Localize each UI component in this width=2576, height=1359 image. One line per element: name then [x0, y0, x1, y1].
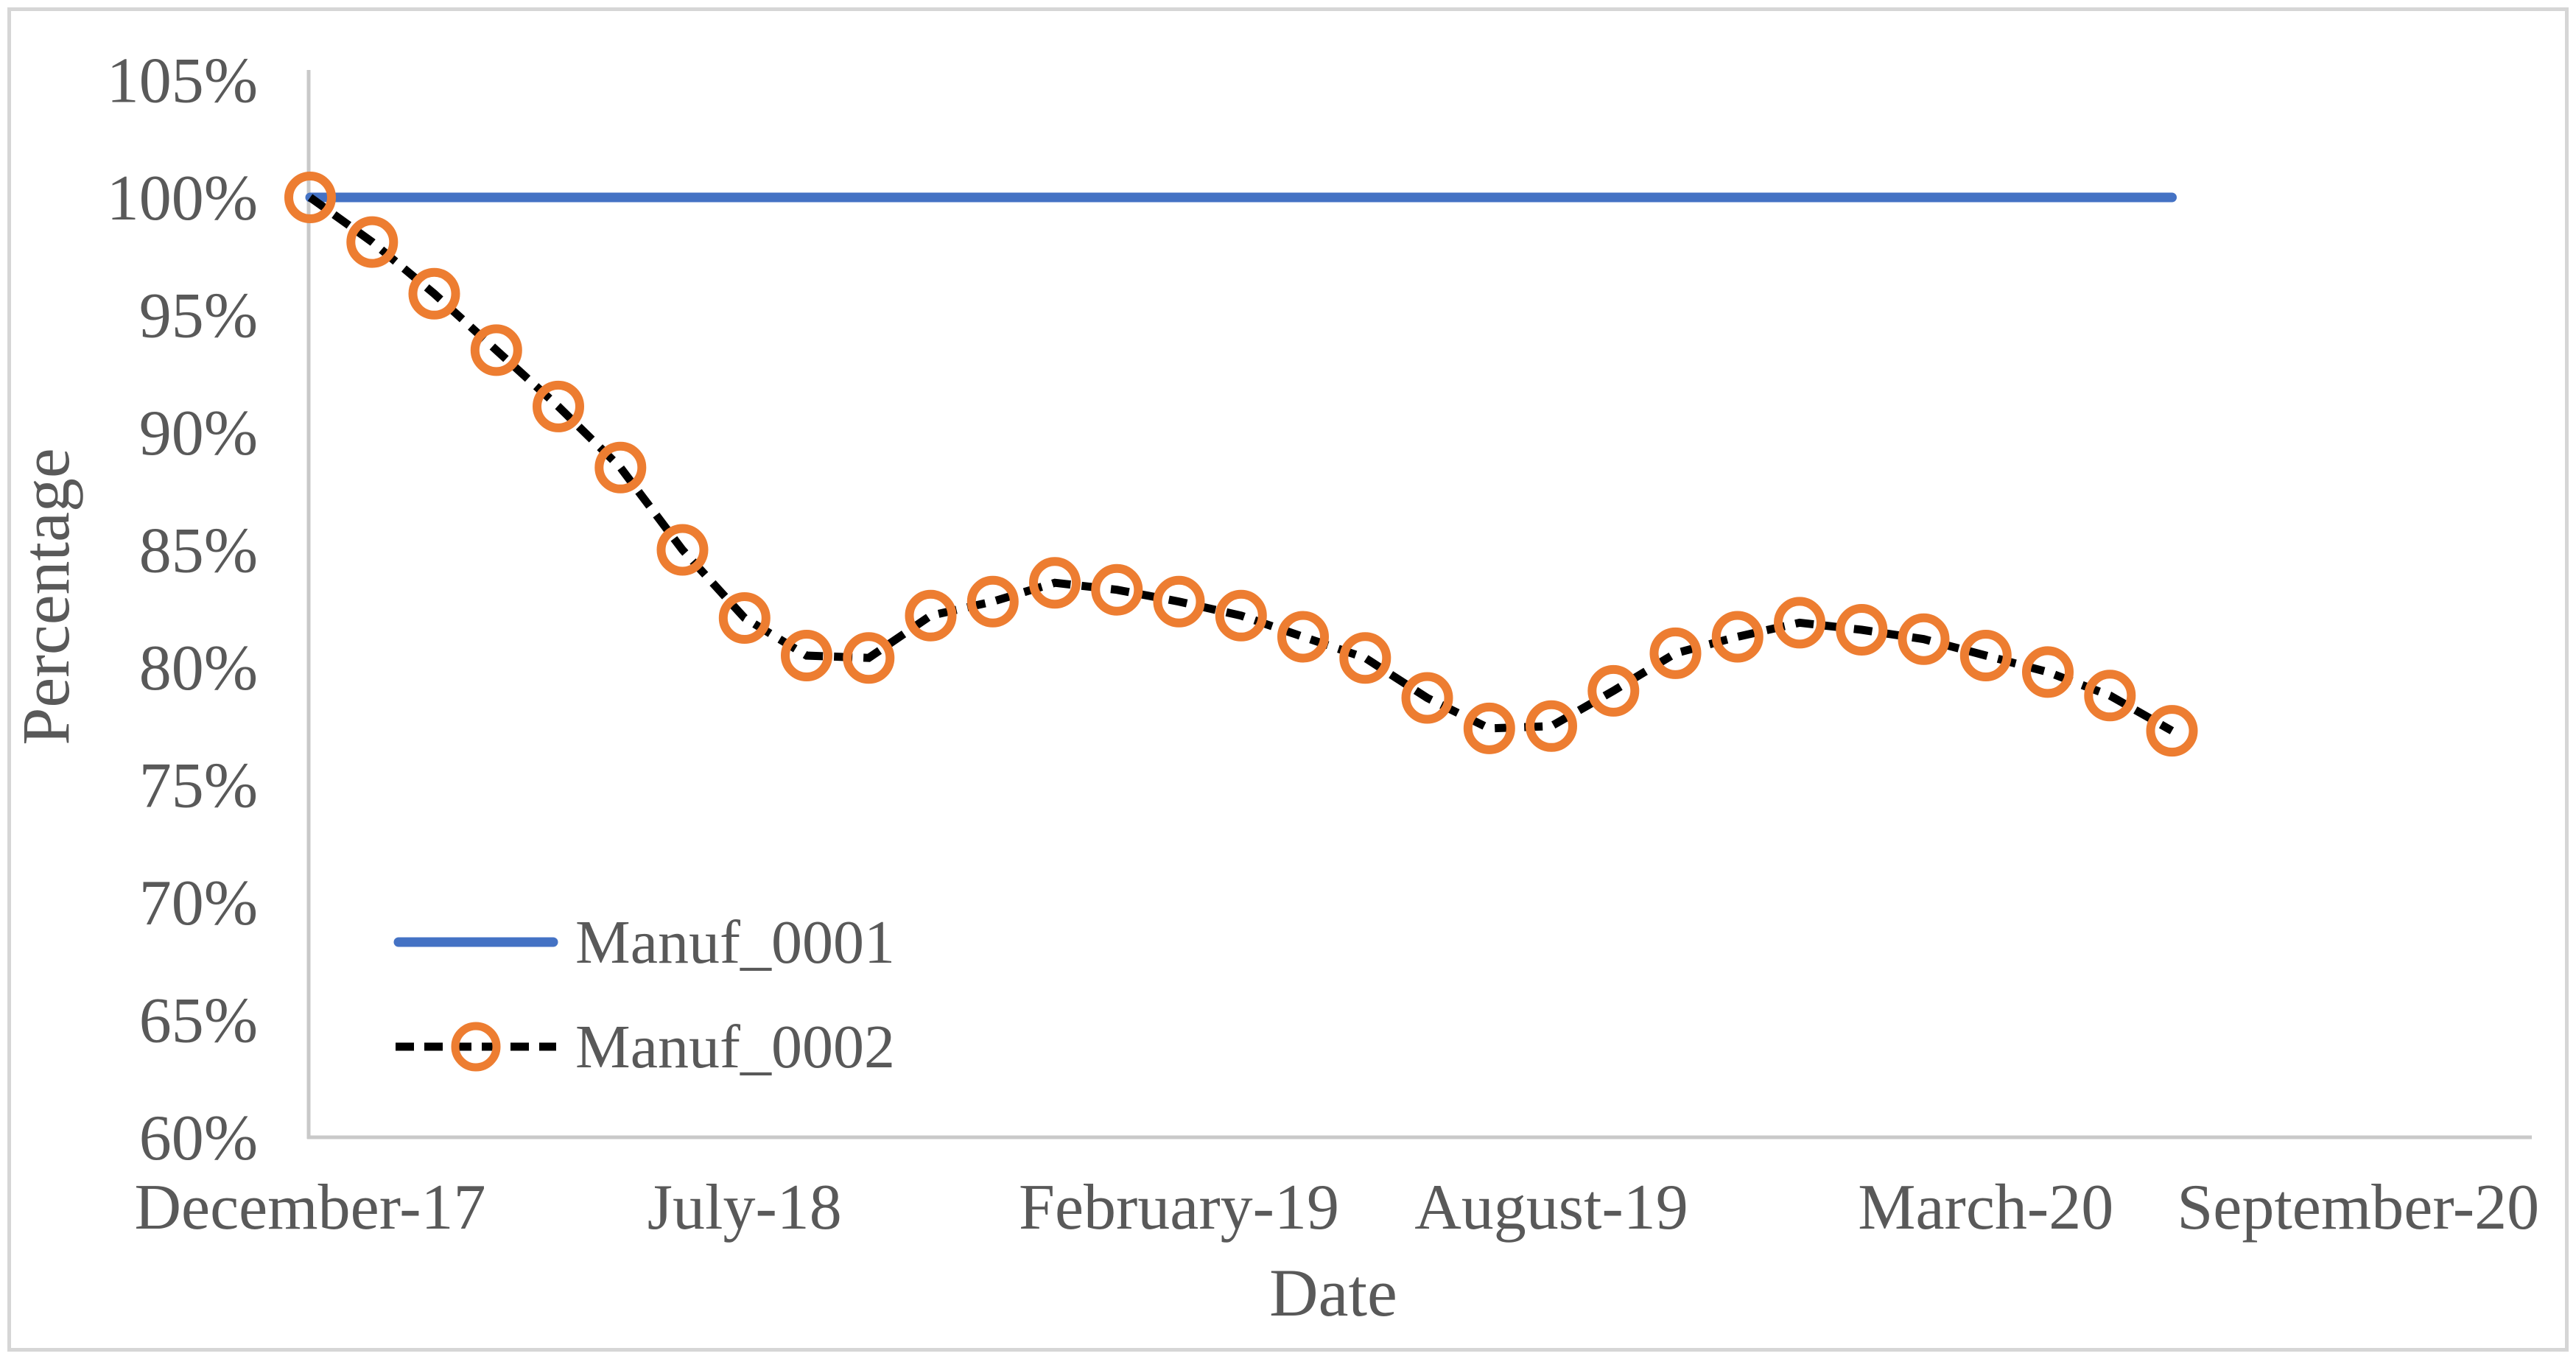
x-tick-label: December-17 [134, 1172, 485, 1243]
y-tick-label: 75% [139, 751, 258, 822]
series-manuf-0002-marker [1153, 575, 1205, 628]
series-manuf-0002-marker [718, 592, 771, 644]
series-manuf-0002-marker [1959, 630, 2012, 681]
series-manuf-0002-marker [843, 632, 895, 684]
series-manuf-0002-marker [1774, 597, 1825, 649]
legend-label-manuf-0001: Manuf_0001 [575, 907, 895, 977]
series-manuf-0002-marker [1215, 589, 1267, 642]
series-manuf-0002-marker [656, 524, 709, 576]
legend-label-manuf-0002: Manuf_0002 [575, 1012, 895, 1081]
series-manuf-0002-marker [1836, 604, 1888, 656]
series-manuf-0002-marker [1091, 563, 1143, 616]
y-tick-label: 80% [139, 633, 258, 704]
y-tick-label: 105% [107, 46, 258, 117]
series-manuf-0002-marker [1526, 700, 1577, 752]
y-tick-label: 90% [139, 398, 258, 469]
series-manuf-0002-marker [533, 380, 584, 432]
series-manuf-0002-marker [781, 630, 832, 681]
series-manuf-0002-marker [1463, 702, 1515, 754]
y-tick-label: 70% [139, 868, 258, 939]
y-tick-label: 85% [139, 516, 258, 587]
x-tick-label: August-19 [1414, 1172, 1688, 1243]
series-manuf-0002-marker [905, 589, 957, 642]
figure-border [7, 7, 2569, 1352]
series-manuf-0002-marker [408, 267, 460, 320]
x-axis-title: Date [1269, 1255, 1397, 1330]
y-tick-label: 65% [139, 986, 258, 1057]
series-manuf-0002-marker [1649, 627, 1702, 679]
series-manuf-0002-marker [594, 441, 647, 494]
y-tick-label: 100% [107, 163, 258, 234]
dashed-line-circle-marker-swatch-icon [396, 1022, 556, 1072]
series-manuf-0002-line [307, 194, 2175, 734]
series-manuf-0002-marker [470, 324, 522, 376]
series-manuf-0002-marker [1711, 611, 1763, 663]
series-manuf-0002-marker [2022, 646, 2074, 698]
y-tick-label: 60% [139, 1103, 258, 1174]
series-manuf-0002-marker [1277, 611, 1329, 663]
y-tick-label: 95% [139, 281, 258, 352]
solid-line-swatch-icon [393, 937, 558, 947]
series-manuf-0002-marker [346, 216, 399, 268]
x-tick-label: July-18 [647, 1172, 842, 1243]
series-manuf-0002-marker [1898, 613, 1950, 665]
series-manuf-0002-marker [1401, 672, 1453, 724]
series-manuf-0002-marker [2084, 670, 2136, 722]
x-tick-label: September-20 [2177, 1172, 2539, 1243]
x-tick-label: February-19 [1019, 1172, 1339, 1243]
series-manuf-0002-marker [1587, 664, 1640, 717]
y-axis-title: Percentage [8, 448, 83, 745]
legend: Manuf_0001 Manuf_0002 [393, 890, 895, 1099]
x-tick-label: March-20 [1858, 1172, 2113, 1243]
series-manuf-0002-marker [966, 575, 1019, 628]
series-manuf-0002-marker [2146, 705, 2198, 757]
legend-item-manuf-0002: Manuf_0002 [393, 994, 895, 1099]
series-manuf-0002-marker [284, 172, 336, 223]
series-manuf-0002-marker [1029, 557, 1081, 609]
legend-item-manuf-0001: Manuf_0001 [393, 890, 895, 994]
series-manuf-0002-marker [1339, 632, 1391, 684]
